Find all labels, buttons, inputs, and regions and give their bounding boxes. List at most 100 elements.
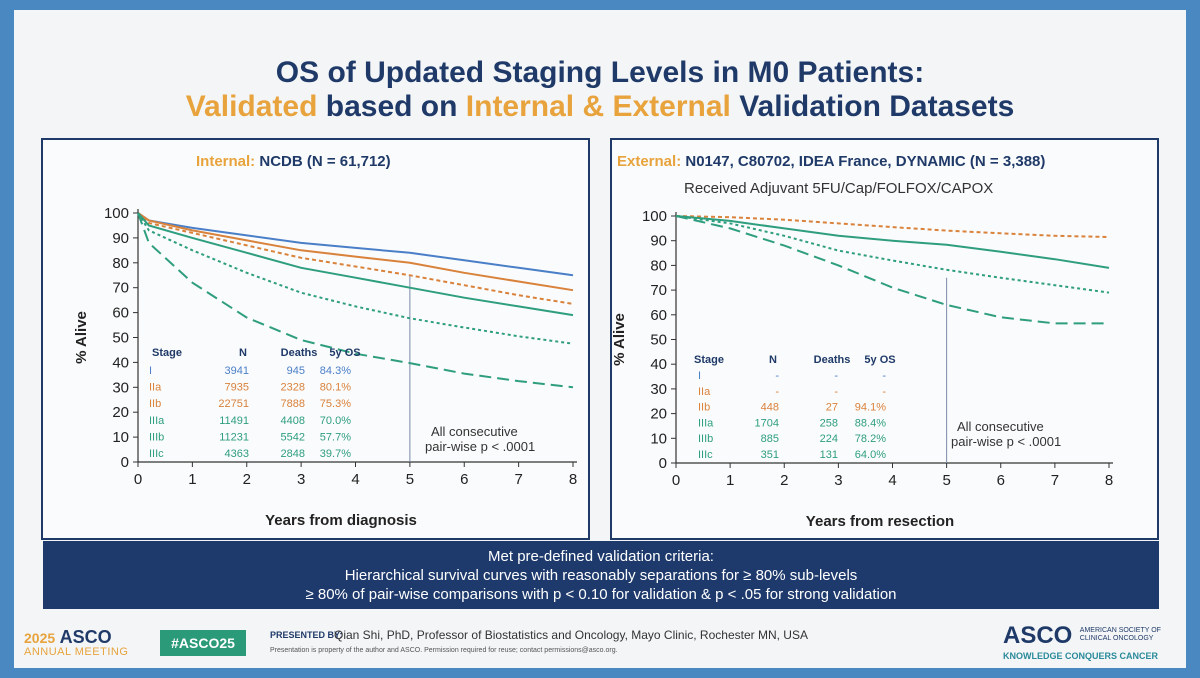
x-axis-label: Years from resection — [806, 513, 954, 530]
y-tick-label: 60 — [650, 307, 667, 324]
table-cell: 88.4% — [855, 417, 886, 429]
table-header: Stage — [152, 347, 182, 359]
survival-curve-stage-IIIa — [137, 212, 574, 317]
asco-logo-small-line2: CLINICAL ONCOLOGY — [1079, 635, 1154, 642]
x-tick-label: 4 — [351, 471, 359, 488]
table-cell: - — [834, 370, 838, 382]
y-tick-label: 10 — [650, 430, 667, 447]
table-cell: 1704 — [755, 417, 779, 429]
table-cell: 27 — [826, 402, 838, 414]
x-tick-label: 7 — [514, 471, 522, 488]
slide-title-line2: Validated based on Internal & External V… — [0, 90, 1200, 124]
x-tick-label: 8 — [1105, 472, 1113, 489]
y-tick-label: 40 — [650, 356, 667, 373]
table-cell: 80.1% — [320, 382, 351, 394]
table-cell: - — [834, 386, 838, 398]
asco-wordmark: ASCO — [59, 627, 112, 647]
survival-curve-stage-IIIc — [675, 215, 1109, 325]
x-tick-label: 1 — [726, 472, 734, 489]
survival-curve-stage-I — [137, 212, 574, 277]
table-cell: 75.3% — [320, 398, 351, 410]
external-subtitle: Received Adjuvant 5FU/Cap/FOLFOX/CAPOX — [684, 180, 994, 197]
table-cell: IIIa — [698, 417, 714, 429]
pvalue-annotation: pair-wise p < .0001 — [425, 439, 535, 454]
table-cell: IIa — [698, 386, 711, 398]
table-header: 5y OS — [864, 354, 895, 366]
slide-title-line1: OS of Updated Staging Levels in M0 Patie… — [275, 56, 925, 89]
y-axis-label: % Alive — [73, 311, 90, 364]
asco-meeting-logo: 2025 ASCO ANNUAL MEETING — [24, 627, 128, 658]
table-cell: - — [882, 386, 886, 398]
title-validation-datasets: Validation Datasets — [730, 90, 1015, 123]
table-cell: 4408 — [281, 415, 305, 427]
x-tick-label: 8 — [569, 471, 577, 488]
criteria-banner: Met pre-defined validation criteria: Hie… — [43, 541, 1159, 609]
table-cell: IIa — [149, 382, 162, 394]
table-cell: 94.1% — [855, 402, 886, 414]
internal-panel — [41, 138, 590, 540]
x-tick-label: 2 — [780, 472, 788, 489]
table-cell: 70.0% — [320, 415, 351, 427]
table-header: 5y OS — [329, 347, 360, 359]
table-cell: 64.0% — [855, 449, 886, 461]
presenter-credit: Qian Shi, PhD, Professor of Biostatistic… — [334, 628, 808, 642]
table-cell: 78.2% — [855, 433, 886, 445]
survival-curve-stage-IIa — [137, 212, 574, 292]
table-cell: 448 — [761, 402, 779, 414]
asco-tagline: KNOWLEDGE CONQUERS CANCER — [1003, 651, 1159, 661]
table-cell: 7888 — [281, 398, 305, 410]
external-panel — [610, 138, 1159, 540]
internal-label: Internal: — [196, 153, 256, 170]
y-tick-label: 0 — [121, 454, 129, 471]
banner-line-2: Hierarchical survival curves with reason… — [344, 567, 858, 584]
annual-meeting-label: ANNUAL MEETING — [24, 646, 129, 658]
table-cell: IIIa — [149, 415, 165, 427]
table-header: Stage — [694, 354, 724, 366]
survival-curve-stage-IIb — [137, 212, 574, 305]
x-tick-label: 5 — [942, 472, 950, 489]
survival-curve-stage-IIIa — [675, 215, 1110, 269]
internal-panel-title: Internal: NCDB (N = 61,712) — [196, 153, 391, 170]
banner-line-3: ≥ 80% of pair-wise comparisons with p < … — [305, 586, 897, 603]
title-validated: Validated — [185, 90, 318, 123]
y-tick-label: 100 — [104, 205, 129, 222]
y-tick-label: 0 — [659, 455, 667, 472]
external-title-rest: N0147, C80702, IDEA France, DYNAMIC (N =… — [681, 153, 1046, 170]
x-tick-label: 2 — [243, 471, 251, 488]
asco-logo-small-text: AMERICAN SOCIETY OF CLINICAL ONCOLOGY — [1080, 627, 1161, 643]
table-cell: I — [149, 365, 152, 377]
table-cell: 2848 — [281, 448, 305, 460]
table-cell: - — [775, 386, 779, 398]
table-cell: 131 — [820, 449, 838, 461]
y-tick-label: 70 — [112, 280, 129, 297]
y-tick-label: 80 — [112, 255, 129, 272]
asco-society-logo: ASCO AMERICAN SOCIETY OF CLINICAL ONCOLOG… — [1003, 622, 1161, 661]
y-tick-label: 90 — [112, 230, 129, 247]
table-cell: 11231 — [219, 431, 249, 443]
table-header: Deaths — [281, 347, 318, 359]
y-tick-label: 30 — [112, 379, 129, 396]
table-cell: 57.7% — [320, 431, 351, 443]
x-tick-label: 0 — [672, 472, 680, 489]
table-header: Deaths — [814, 354, 851, 366]
x-tick-label: 6 — [997, 472, 1005, 489]
y-tick-label: 60 — [112, 305, 129, 322]
y-tick-label: 20 — [650, 406, 667, 423]
y-tick-label: 20 — [112, 404, 129, 421]
table-cell: 2328 — [281, 382, 305, 394]
x-tick-label: 5 — [406, 471, 414, 488]
y-tick-label: 30 — [650, 381, 667, 398]
title-internal-external: Internal & External — [465, 90, 731, 123]
internal-title-rest: NCDB (N = 61,712) — [255, 153, 391, 170]
external-panel-title: External: N0147, C80702, IDEA France, DY… — [617, 153, 1045, 170]
table-cell: IIIb — [149, 431, 164, 443]
table-cell: 945 — [287, 365, 305, 377]
table-cell: 885 — [761, 433, 779, 445]
survival-curve-stage-IIb — [675, 215, 1110, 238]
table-cell: IIIb — [698, 433, 713, 445]
banner-line-1: Met pre-defined validation criteria: — [488, 548, 714, 565]
internal-survival-chart: 0 10 20 30 40 50 60 70 80 90 100 0 1 2 3 4 5 6 7 8 Years fro… — [73, 205, 577, 529]
survival-curve-stage-IIIb — [675, 215, 1110, 294]
y-tick-label: 40 — [112, 354, 129, 371]
reuse-disclaimer: Presentation is property of the author a… — [270, 647, 618, 654]
